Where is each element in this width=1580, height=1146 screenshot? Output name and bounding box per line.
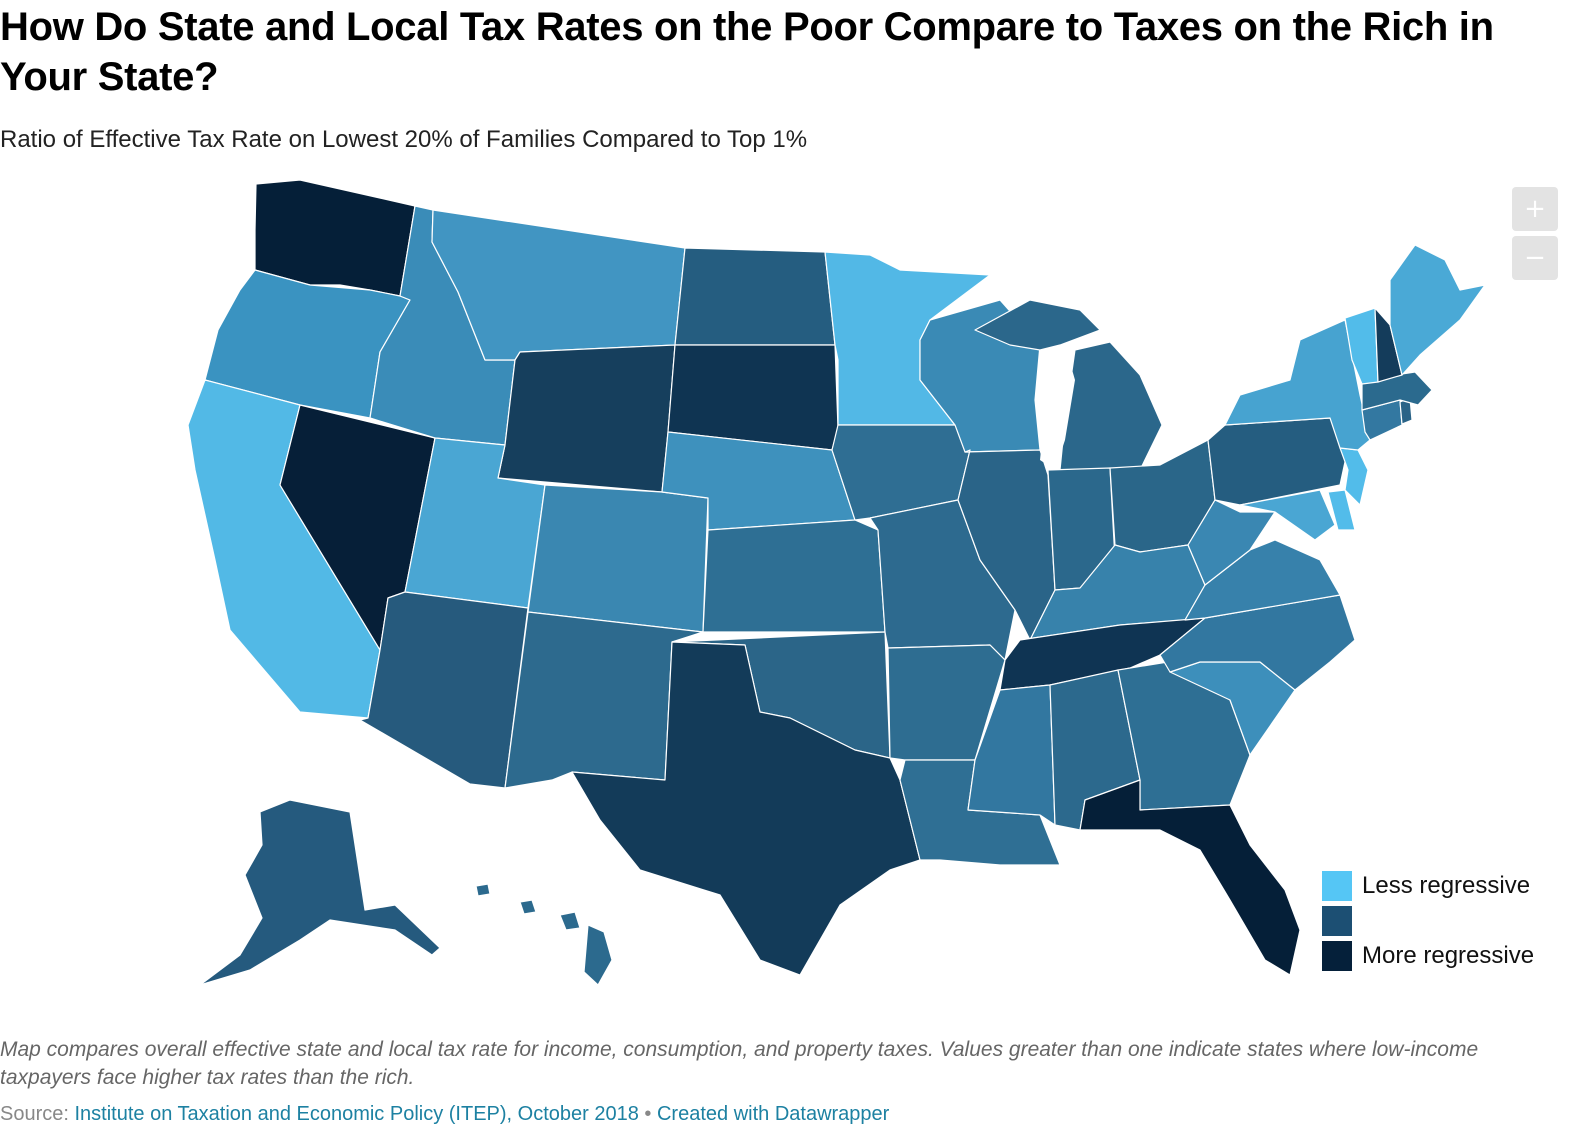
state-wyoming[interactable] (497, 344, 676, 493)
source-link[interactable]: Institute on Taxation and Economic Polic… (74, 1103, 639, 1125)
state-new-york[interactable] (1224, 319, 1371, 451)
source-separator: • (638, 1103, 657, 1125)
chart-title: How Do State and Local Tax Rates on the … (0, 5, 1494, 99)
state-delaware[interactable] (1327, 489, 1356, 531)
lake-michigan (1040, 345, 1075, 470)
state-pennsylvania[interactable] (1207, 417, 1349, 506)
legend-item-less-regressive: Less regressive (1322, 868, 1534, 903)
legend-label-more: More regressive (1362, 941, 1535, 969)
us-states-map (187, 179, 1486, 986)
state-alaska[interactable] (199, 799, 441, 986)
chart-subtitle: Ratio of Effective Tax Rate on Lowest 20… (0, 126, 808, 153)
state-michigan-upper[interactable] (974, 299, 1101, 351)
state-arizona[interactable] (359, 591, 529, 789)
state-north-dakota[interactable] (674, 247, 836, 346)
source-prefix: Source: (0, 1103, 75, 1125)
state-florida[interactable] (1079, 779, 1301, 976)
state-hawaii-big-island[interactable] (583, 924, 613, 986)
map-legend: Less regressive More regressive (1322, 868, 1534, 973)
legend-item-middle (1322, 903, 1534, 938)
datawrapper-link[interactable]: Created with Datawrapper (656, 1103, 890, 1125)
legend-swatch-medium (1322, 905, 1352, 936)
state-colorado[interactable] (527, 484, 709, 633)
state-texas[interactable] (571, 641, 921, 976)
state-kansas[interactable] (702, 519, 886, 633)
zoom-in-button[interactable]: + (1512, 187, 1558, 231)
state-vermont[interactable] (1344, 307, 1379, 385)
legend-swatch-light (1322, 870, 1352, 901)
legend-item-more-regressive: More regressive (1322, 938, 1534, 973)
source-line: Source: Institute on Taxation and Econom… (0, 1100, 889, 1128)
zoom-out-button[interactable]: − (1512, 236, 1558, 280)
state-michigan[interactable] (1059, 341, 1163, 471)
legend-swatch-dark (1322, 940, 1352, 971)
state-maine[interactable] (1389, 244, 1486, 376)
legend-label-less: Less regressive (1362, 871, 1531, 899)
state-hawaii-kauai[interactable] (475, 883, 491, 897)
state-hawaii-maui[interactable] (559, 911, 581, 931)
state-hawaii-oahu[interactable] (519, 899, 537, 915)
state-maryland[interactable] (1239, 489, 1336, 541)
chart-notes: Map compares overall effective state and… (0, 1038, 1479, 1089)
state-washington[interactable] (254, 179, 416, 297)
